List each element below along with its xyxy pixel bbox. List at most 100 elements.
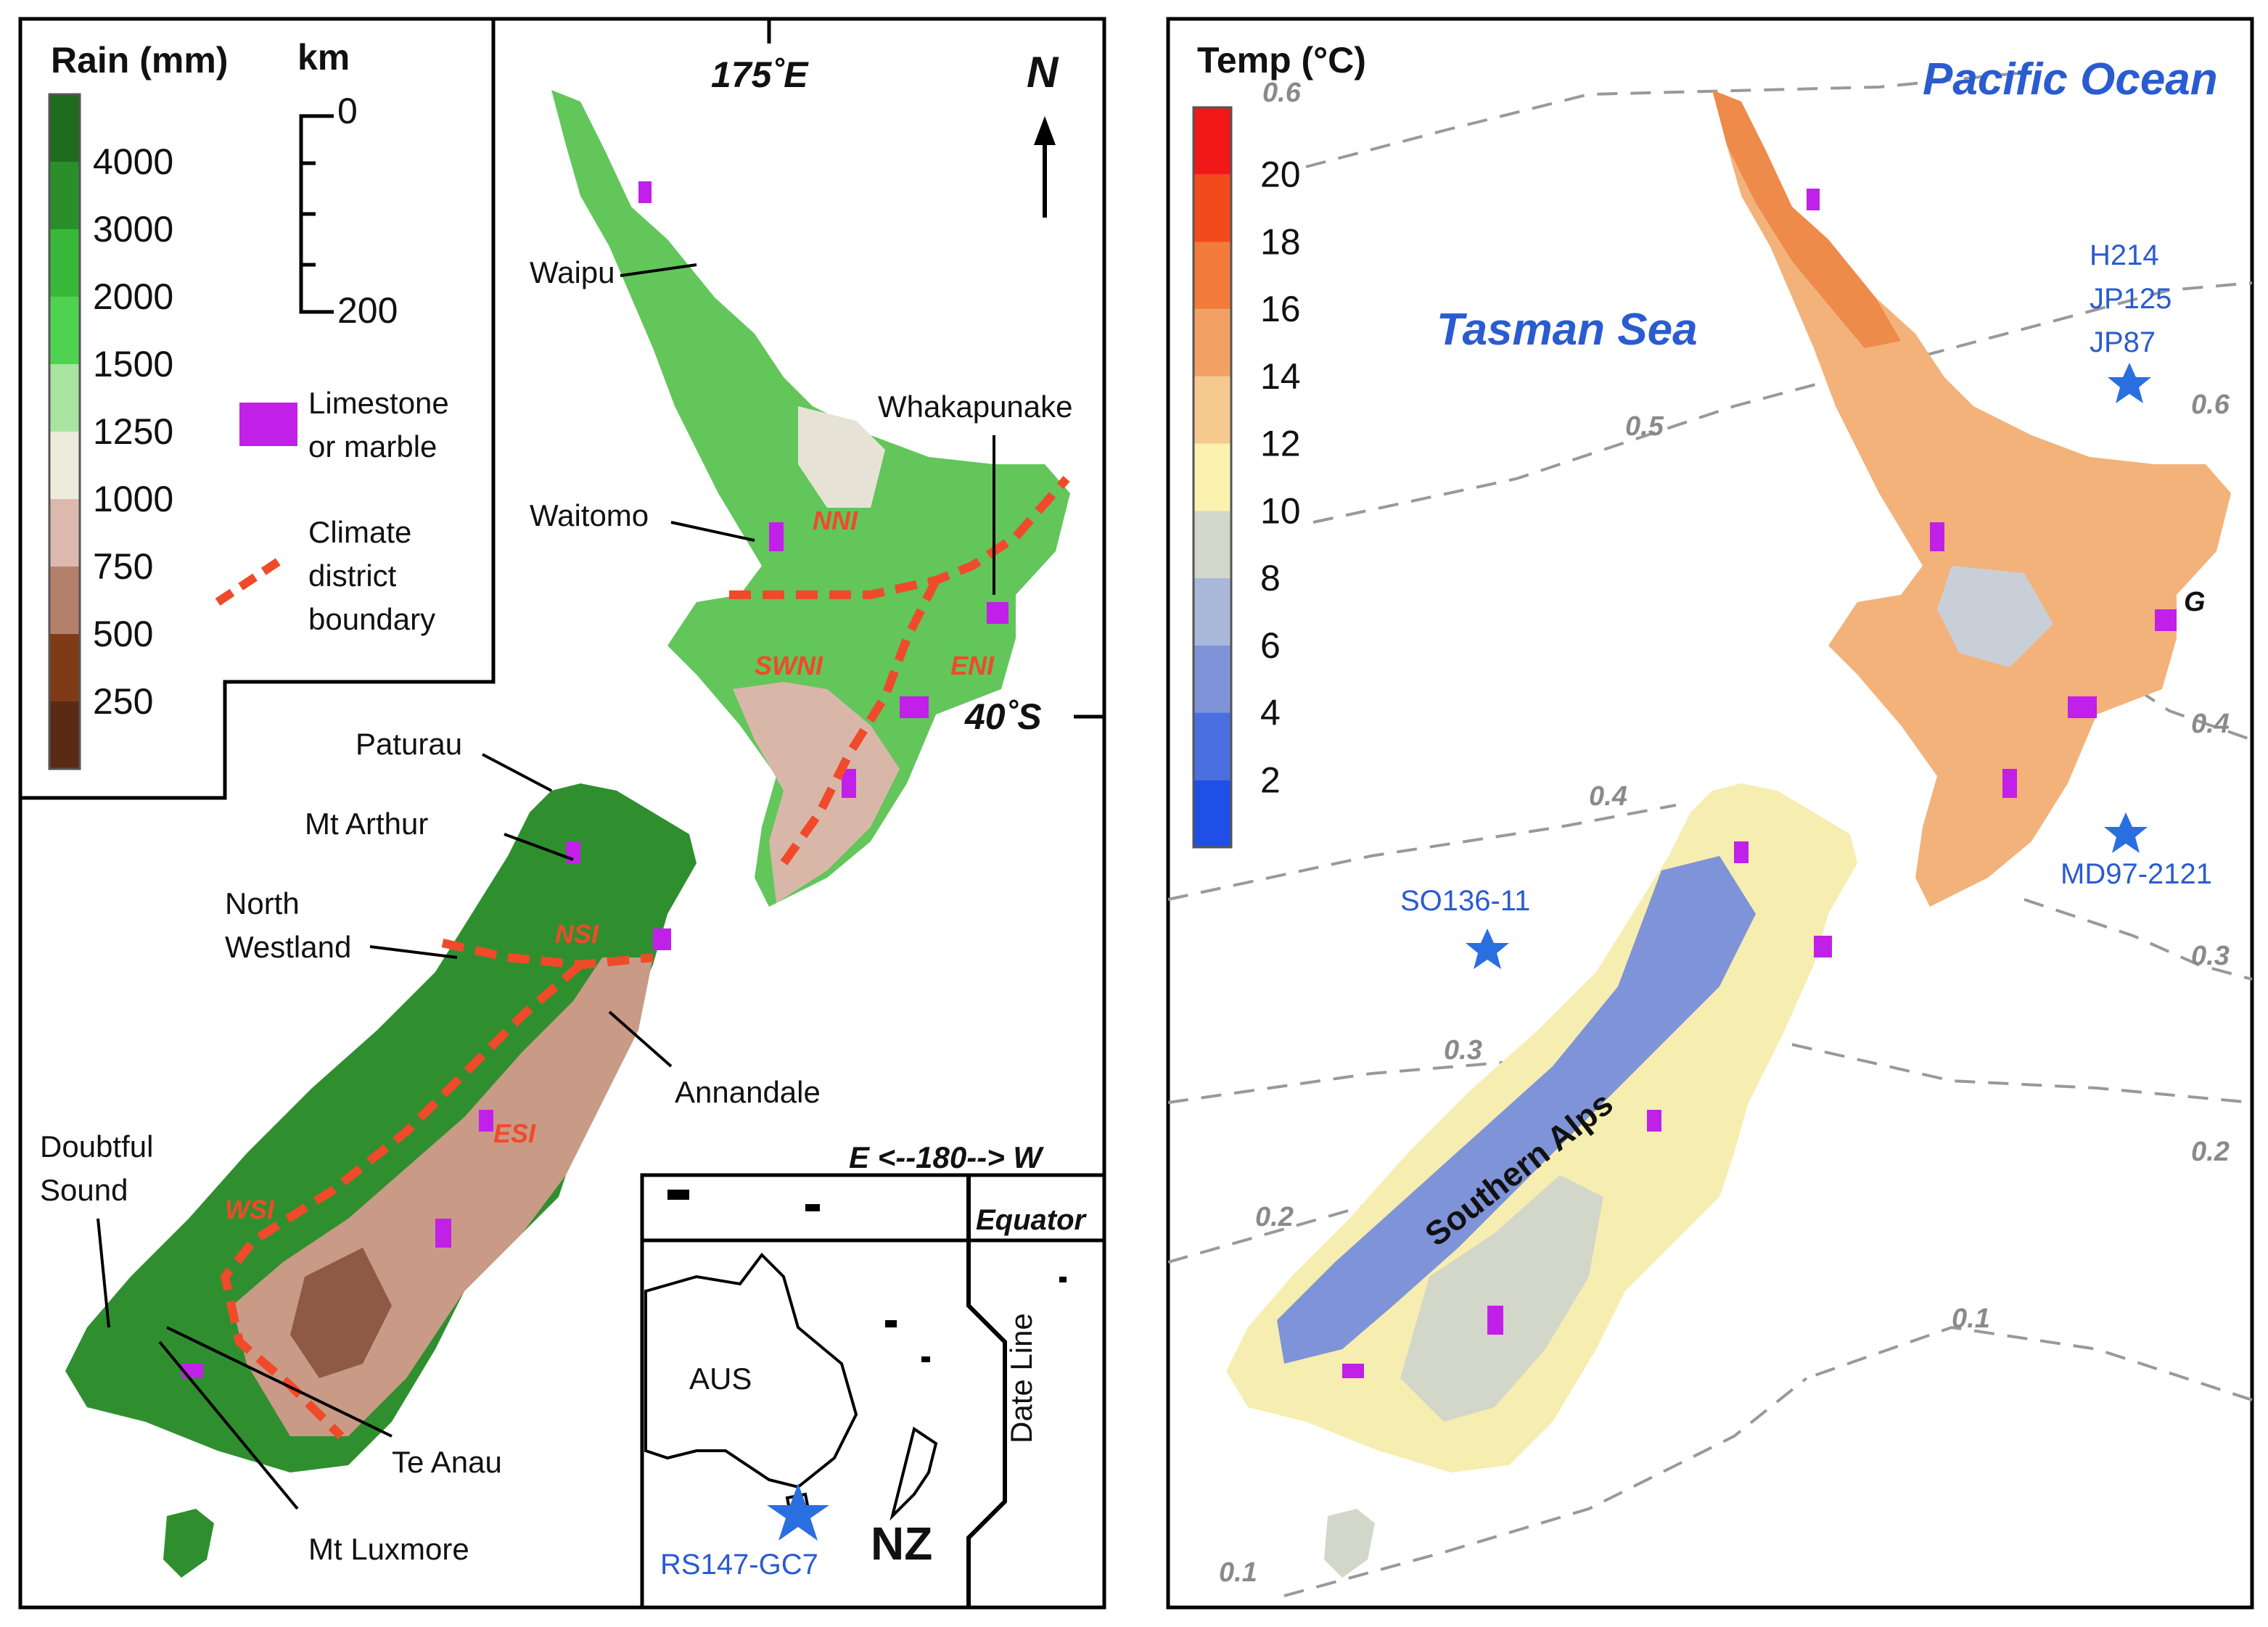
rain-swatch xyxy=(49,364,80,432)
climate-label-line-3: boundary xyxy=(308,602,435,636)
rain-legend-label: 500 xyxy=(93,614,153,654)
inset-aus-label: AUS xyxy=(689,1362,752,1396)
temp-legend-labels: 20 18 16 14 12 10 8 6 4 2 xyxy=(1260,155,1301,801)
longitude-label: 175˚E xyxy=(711,54,809,95)
place-label-mt-luxmore: Mt Luxmore xyxy=(308,1532,469,1566)
limestone-patches xyxy=(181,181,1008,1378)
district-label-eni: ENI xyxy=(950,651,995,680)
place-label-doubtful-sound-line-1: Doubtful xyxy=(40,1129,153,1163)
temp-swatch xyxy=(1193,107,1231,175)
temp-colorbar-outline xyxy=(1192,106,1233,849)
temp-legend-label: 2 xyxy=(1260,759,1281,800)
limestone-patches xyxy=(1342,189,2177,1378)
inset-date-line-label: Date Line xyxy=(1004,1313,1038,1443)
rain-swatch xyxy=(49,94,80,162)
scale-bar-top: 0 xyxy=(337,91,358,131)
site-label-h214: H214 xyxy=(2090,239,2159,271)
temp-swatch xyxy=(1193,376,1231,444)
temp-swatch xyxy=(1193,443,1231,511)
place-label-paturau: Paturau xyxy=(356,727,462,761)
rainfall-map-svg: Rain (mm) 400030002000150012501000750500… xyxy=(18,17,1106,1610)
temp-legend-label: 18 xyxy=(1260,221,1301,262)
contour-label: 0.2 xyxy=(2191,1137,2230,1167)
contour-label: 0.4 xyxy=(1589,781,1627,812)
inset-date-line xyxy=(966,1175,1007,1607)
temp-swatch xyxy=(1193,645,1231,713)
temp-legend-label: 6 xyxy=(1260,625,1281,666)
ocean-label-tasman: Tasman Sea xyxy=(1437,305,1698,355)
temp-legend-label: 12 xyxy=(1260,424,1301,464)
inset-180-header: E <--180--> W xyxy=(849,1140,1044,1174)
inset-islands xyxy=(667,1190,1067,1362)
scale-bar-bottom: 200 xyxy=(337,290,398,331)
rain-legend-label: 1000 xyxy=(93,479,173,519)
contour-label: 0.1 xyxy=(1952,1303,1990,1334)
place-label-doubtful-sound-line-2: Sound xyxy=(40,1173,128,1207)
rain-legend-label: 3000 xyxy=(93,209,173,250)
site-star-icon xyxy=(767,1483,829,1541)
temp-legend-label: 16 xyxy=(1260,289,1301,329)
rain-legend-label: 2000 xyxy=(93,276,173,317)
southern-alps-cold xyxy=(1277,856,1756,1364)
district-label-nsi: NSI xyxy=(555,919,599,949)
rain-swatch xyxy=(49,634,80,701)
rain-swatch xyxy=(49,162,80,229)
temp-legend-label: 20 xyxy=(1260,155,1301,195)
rain-legend-label: 1500 xyxy=(93,344,173,384)
stewart-island-temp xyxy=(1324,1509,1375,1578)
contour-label: 0.6 xyxy=(2191,390,2230,420)
boundary-swatch-icon xyxy=(215,555,286,606)
temp-swatch xyxy=(1193,511,1231,579)
latitude-label: 40˚S xyxy=(964,696,1042,737)
north-island-cool-plateau xyxy=(1937,566,2053,667)
scale-bar-title: km xyxy=(297,37,350,78)
stewart-island xyxy=(163,1509,214,1578)
place-label-north-westland-line-2: Westland xyxy=(225,930,351,964)
place-label-annandale: Annandale xyxy=(675,1075,821,1109)
contour-label: 0.5 xyxy=(1625,411,1664,442)
rain-swatch xyxy=(49,567,80,634)
place-label-mt-arthur: Mt Arthur xyxy=(305,807,428,841)
temp-legend-label: 10 xyxy=(1260,490,1301,531)
contour-label: 0.4 xyxy=(2191,709,2230,739)
scale-bar xyxy=(299,114,334,314)
district-label-nni: NNI xyxy=(813,506,858,535)
rain-legend-label: 1250 xyxy=(93,411,173,452)
contour-label: 0.3 xyxy=(1444,1035,1482,1066)
inset-australia xyxy=(644,1252,858,1489)
temp-swatch xyxy=(1193,174,1231,242)
temp-legend-title: Temp (°C) xyxy=(1197,40,1366,81)
place-label-te-anau: Te Anau xyxy=(392,1445,502,1479)
place-label-waitomo: Waitomo xyxy=(530,498,649,532)
temp-legend-label: 8 xyxy=(1260,558,1281,598)
contour-label: 0.2 xyxy=(1255,1202,1294,1232)
temp-colorbar xyxy=(1192,106,1233,849)
temp-swatch xyxy=(1193,242,1231,310)
north-island xyxy=(551,90,1070,907)
site-label-so136: SO136-11 xyxy=(1400,885,1530,917)
inset-site-label: RS147-GC7 xyxy=(660,1549,818,1581)
rain-legend-label: 250 xyxy=(93,681,153,722)
temp-swatch xyxy=(1193,780,1231,847)
rain-swatch xyxy=(49,229,80,297)
limestone-label-line-1: Limestone xyxy=(308,386,449,420)
rain-swatch xyxy=(49,297,80,364)
rainfall-map-panel: Rain (mm) 4000 3000 2000 1500 1250 1000 750 500… xyxy=(0,0,1117,1627)
contour-label: 0.6 xyxy=(1262,78,1302,108)
place-label-waipu: Waipu xyxy=(530,255,615,289)
contour-label: 0.3 xyxy=(2191,941,2230,971)
temp-swatch xyxy=(1193,578,1231,646)
rain-legend-label: 4000 xyxy=(93,141,173,182)
south-island xyxy=(65,783,697,1472)
rain-legend-label: 750 xyxy=(93,546,153,587)
rain-swatch xyxy=(49,701,80,769)
site-star-icon-h214 xyxy=(2108,363,2151,403)
climate-label-line-2: district xyxy=(308,559,397,593)
rain-legend-labels: 4000 3000 2000 1500 1250 1000 750 500 250 xyxy=(93,141,173,722)
temp-swatch xyxy=(1193,309,1231,376)
site-star-icon-md97 xyxy=(2104,812,2148,853)
contour-label: 0.1 xyxy=(1219,1557,1257,1588)
climate-label-line-1: Climate xyxy=(308,515,411,549)
climate-district-boundaries xyxy=(220,476,1070,1440)
temp-legend-label: 4 xyxy=(1260,693,1281,733)
